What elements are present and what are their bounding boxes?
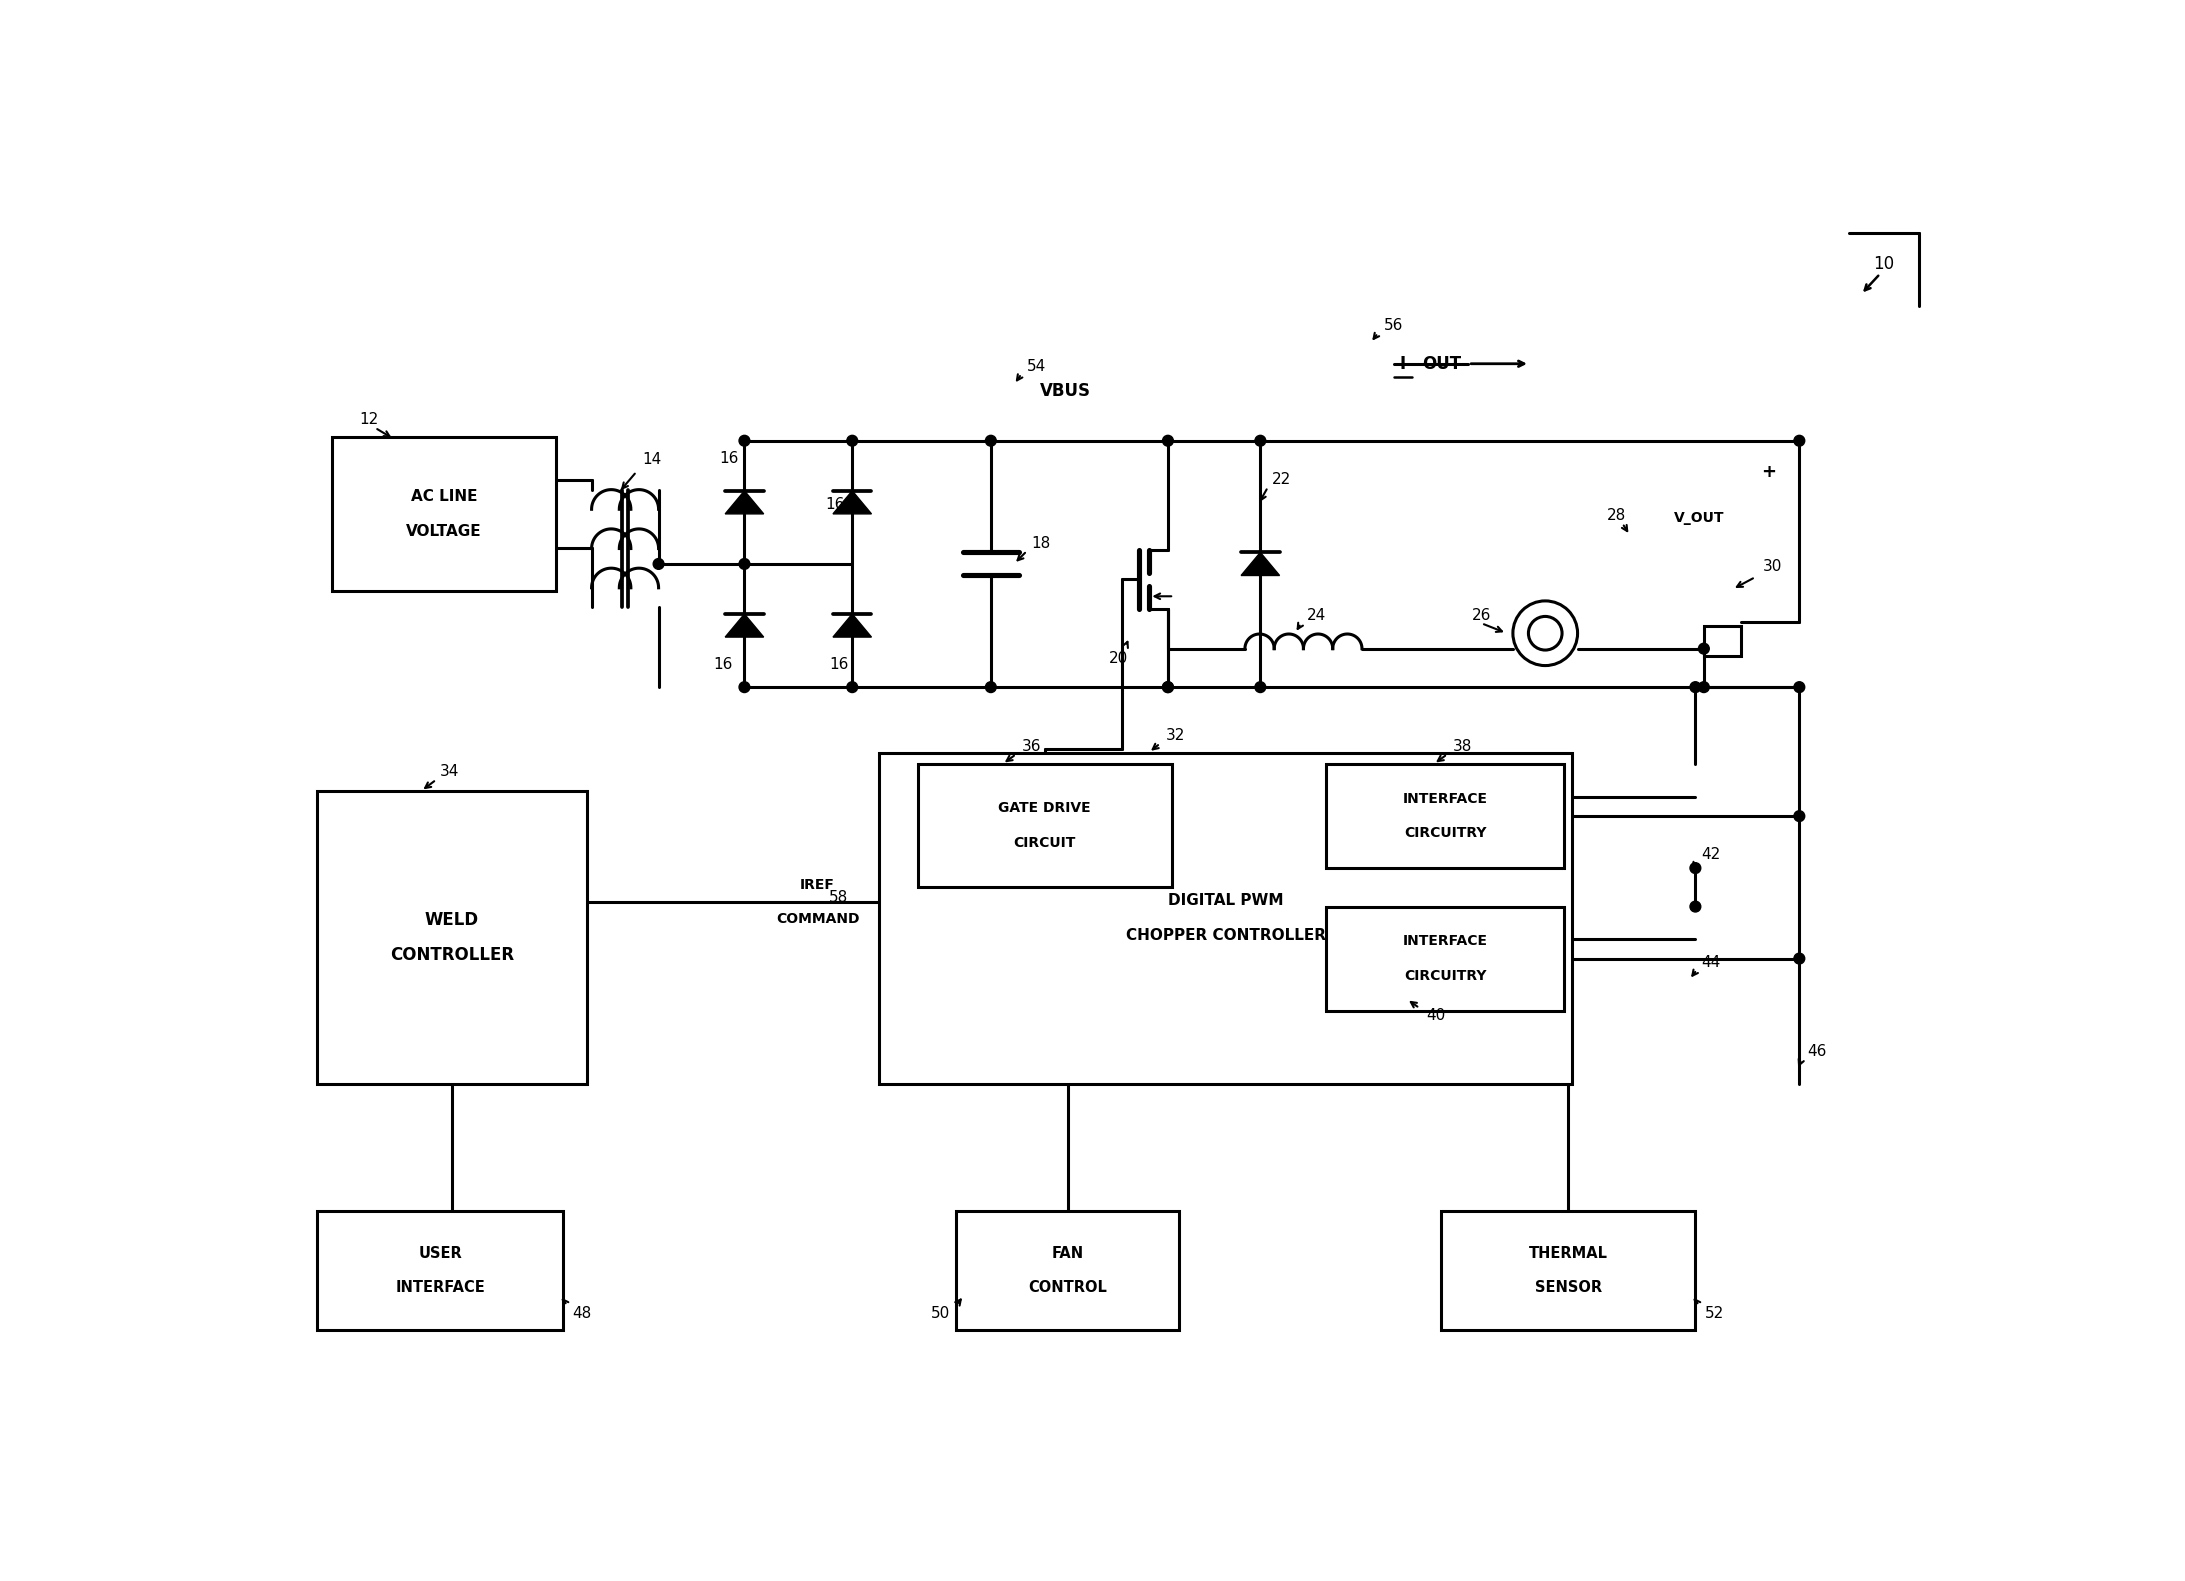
Text: WELD: WELD	[424, 911, 479, 930]
Text: 16: 16	[714, 656, 732, 672]
FancyBboxPatch shape	[957, 1211, 1180, 1330]
Text: 54: 54	[1027, 359, 1047, 373]
Text: INTERFACE: INTERFACE	[1403, 792, 1488, 806]
Text: 42: 42	[1702, 847, 1722, 862]
Text: SENSOR: SENSOR	[1534, 1281, 1602, 1295]
Circle shape	[848, 435, 859, 446]
FancyBboxPatch shape	[918, 764, 1171, 887]
Polygon shape	[725, 490, 765, 514]
Polygon shape	[725, 613, 765, 637]
Circle shape	[1698, 643, 1709, 655]
FancyBboxPatch shape	[317, 1211, 564, 1330]
FancyBboxPatch shape	[1326, 764, 1564, 868]
Circle shape	[739, 435, 749, 446]
Circle shape	[1162, 681, 1173, 692]
Text: 10: 10	[1873, 255, 1894, 272]
Circle shape	[1698, 681, 1709, 692]
Circle shape	[985, 435, 996, 446]
Text: I: I	[1401, 354, 1405, 373]
Text: 58: 58	[828, 890, 848, 904]
FancyBboxPatch shape	[1704, 626, 1741, 656]
Text: CIRCUITRY: CIRCUITRY	[1405, 969, 1486, 983]
Text: USER: USER	[417, 1246, 463, 1260]
Text: −: −	[1702, 634, 1720, 653]
Text: 18: 18	[1031, 536, 1051, 550]
Text: 30: 30	[1763, 558, 1783, 574]
Text: 36: 36	[1023, 738, 1040, 754]
FancyBboxPatch shape	[878, 753, 1573, 1083]
Text: CIRCUIT: CIRCUIT	[1014, 836, 1075, 851]
Text: CIRCUITRY: CIRCUITRY	[1405, 827, 1486, 841]
FancyBboxPatch shape	[1442, 1211, 1696, 1330]
FancyBboxPatch shape	[317, 790, 586, 1083]
FancyBboxPatch shape	[1326, 906, 1564, 1010]
Text: THERMAL: THERMAL	[1530, 1246, 1608, 1260]
Circle shape	[1162, 681, 1173, 692]
Text: VOLTAGE: VOLTAGE	[406, 523, 483, 539]
Polygon shape	[832, 613, 872, 637]
Text: IREF: IREF	[800, 879, 835, 892]
Text: 48: 48	[572, 1306, 592, 1320]
Text: 52: 52	[1704, 1306, 1724, 1320]
Circle shape	[653, 558, 664, 569]
Text: 16: 16	[828, 656, 848, 672]
Circle shape	[1794, 811, 1805, 822]
Circle shape	[739, 558, 749, 569]
Polygon shape	[832, 490, 872, 514]
Circle shape	[739, 681, 749, 692]
Circle shape	[1689, 901, 1700, 912]
Circle shape	[1689, 681, 1700, 692]
Text: CONTROLLER: CONTROLLER	[389, 945, 513, 964]
Text: 46: 46	[1807, 1043, 1827, 1059]
Text: INTERFACE: INTERFACE	[395, 1281, 485, 1295]
Circle shape	[1162, 435, 1173, 446]
Text: 50: 50	[931, 1306, 950, 1320]
Text: 20: 20	[1108, 651, 1127, 666]
Text: 12: 12	[361, 413, 378, 427]
Circle shape	[1689, 863, 1700, 873]
Text: AC LINE: AC LINE	[411, 489, 476, 504]
FancyBboxPatch shape	[332, 436, 555, 591]
Text: OUT: OUT	[1422, 354, 1462, 373]
Circle shape	[1794, 681, 1805, 692]
Text: 14: 14	[642, 452, 662, 468]
Text: 44: 44	[1702, 955, 1722, 969]
Text: 26: 26	[1473, 609, 1492, 623]
Text: 16: 16	[826, 496, 846, 512]
Circle shape	[985, 681, 996, 692]
Text: 24: 24	[1307, 609, 1326, 623]
Text: 16: 16	[719, 451, 739, 466]
Text: +: +	[1761, 463, 1776, 481]
Circle shape	[1794, 953, 1805, 964]
Text: 40: 40	[1427, 1009, 1444, 1023]
Circle shape	[1254, 681, 1265, 692]
Text: GATE DRIVE: GATE DRIVE	[999, 802, 1090, 816]
Text: CONTROL: CONTROL	[1029, 1281, 1108, 1295]
Circle shape	[1794, 435, 1805, 446]
Text: FAN: FAN	[1051, 1246, 1084, 1260]
Text: DIGITAL PWM: DIGITAL PWM	[1169, 893, 1283, 909]
Text: INTERFACE: INTERFACE	[1403, 934, 1488, 949]
Text: 28: 28	[1606, 508, 1626, 523]
Circle shape	[1254, 435, 1265, 446]
Text: COMMAND: COMMAND	[776, 912, 859, 926]
Text: 56: 56	[1383, 318, 1403, 332]
Text: 38: 38	[1453, 738, 1473, 754]
Text: 34: 34	[441, 764, 459, 779]
Text: VBUS: VBUS	[1040, 381, 1090, 400]
Text: 32: 32	[1165, 729, 1184, 743]
Polygon shape	[1241, 552, 1280, 575]
Text: V_OUT: V_OUT	[1674, 511, 1724, 525]
Text: CHOPPER CONTROLLER: CHOPPER CONTROLLER	[1125, 928, 1326, 942]
Circle shape	[848, 681, 859, 692]
Text: 22: 22	[1272, 471, 1291, 487]
